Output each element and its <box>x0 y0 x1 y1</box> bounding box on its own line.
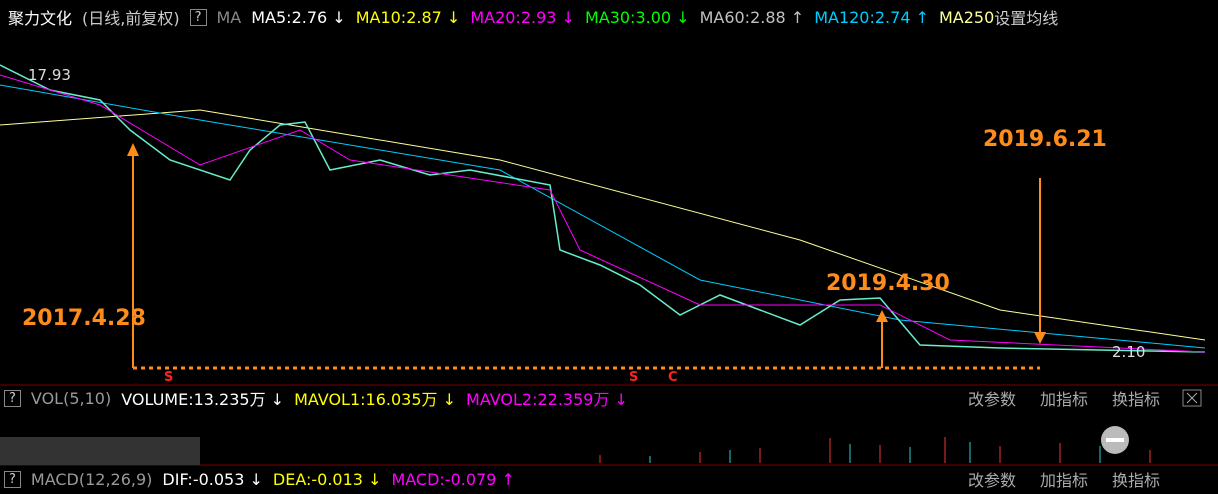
annotation: 2017.4.28 <box>22 306 146 331</box>
indicator-value: MACD:-0.079 ↑ <box>391 469 515 489</box>
high-label: 17.93 <box>28 66 71 84</box>
button[interactable]: 改参数 <box>967 471 1016 490</box>
period: (日线,前复权) <box>82 9 180 28</box>
marker: C <box>668 370 678 385</box>
help-button[interactable]: ? <box>4 470 21 488</box>
button[interactable]: 换指标 <box>1111 471 1160 490</box>
indicator-value: MA5:2.76 ↓ <box>251 7 346 27</box>
indicator-value: MA10:2.87 ↓ <box>355 7 461 27</box>
ma-label: MA <box>216 7 242 27</box>
button[interactable]: 改参数 <box>967 390 1016 409</box>
settings[interactable]: 设置均线 <box>994 9 1059 28</box>
indicator-value: MAVOL2:22.359万 ↓ <box>466 390 628 409</box>
button[interactable]: 换指标 <box>1111 390 1160 409</box>
indicator-list: DIF:-0.053 ↓ DEA:-0.013 ↓ MACD:-0.079 ↑ <box>162 470 514 489</box>
price-line <box>0 64 1206 353</box>
volume-bars <box>649 442 1101 463</box>
button[interactable]: 加指标 <box>1039 471 1088 490</box>
marker: S <box>164 370 173 385</box>
zoom-icon <box>1106 438 1124 442</box>
arrow-head <box>1034 332 1046 344</box>
arrow-head <box>876 310 888 322</box>
button[interactable]: 加指标 <box>1039 390 1088 409</box>
indicator-value: MA250 <box>938 7 995 27</box>
marker: S <box>629 370 638 385</box>
annotation: 2019.4.30 <box>826 271 950 296</box>
ma120-line <box>0 84 1206 349</box>
annotation: 2019.6.21 <box>983 127 1107 152</box>
indicator-value: DEA:-0.013 ↓ <box>272 469 382 489</box>
panel-shade <box>0 437 200 465</box>
indicator-value: MA20:2.93 ↓ <box>470 7 575 27</box>
button-group: 改参数 加指标 换指标 <box>968 467 1170 491</box>
indicator-value: DIF:-0.053 ↓ <box>162 469 263 489</box>
volume-bars <box>599 437 1151 463</box>
volume-header: ? VOL(5,10) VOLUME:13.235万 ↓ MAVOL1:16.03… <box>0 386 1218 410</box>
ma250-line <box>0 109 1206 341</box>
indicator-value: VOLUME:13.235万 ↓ <box>121 390 285 409</box>
low-label: 2.10 <box>1112 343 1145 361</box>
panel-title: VOL(5,10) <box>30 388 112 408</box>
indicator-list: VOLUME:13.235万 ↓ MAVOL1:16.035万 ↓ MAVOL2:2… <box>121 386 628 410</box>
button-group: 改参数 加指标 换指标 <box>968 386 1170 410</box>
ma20-line <box>0 74 1206 353</box>
macd-header: ? MACD(12,26,9) DIF:-0.053 ↓ DEA:-0.013 ↓… <box>0 467 1218 491</box>
ma-list: MA5:2.76 ↓ MA10:2.87 ↓ MA20:2.93 ↓ MA30:3.0… <box>251 8 994 27</box>
help-button[interactable]: ? <box>189 8 207 26</box>
panel-title: MACD(12,26,9) <box>30 469 153 489</box>
help-button[interactable]: ? <box>4 389 21 407</box>
stock-name: 聚力文化 <box>8 9 73 28</box>
indicator-value: MAVOL1:16.035万 ↓ <box>294 390 457 409</box>
close-icon <box>1186 392 1198 404</box>
close-button[interactable] <box>1182 389 1202 407</box>
indicator-value: MA60:2.88 ↑ <box>699 7 805 27</box>
arrow-head <box>127 143 139 156</box>
indicator-value: MA120:2.74 ↑ <box>814 7 929 27</box>
ma-bar: 聚力文化 (日线,前复权) ? MA MA5:2.76 ↓ MA10:2.87 ↓… <box>0 4 1218 30</box>
indicator-value: MA30:3.00 ↓ <box>584 7 690 27</box>
